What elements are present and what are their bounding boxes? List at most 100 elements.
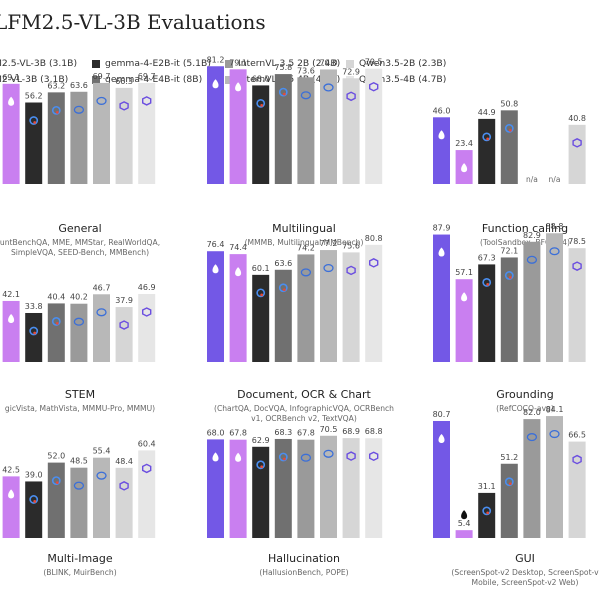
google-icon <box>482 132 492 142</box>
google-icon <box>482 506 492 516</box>
internvl-icon <box>549 247 560 256</box>
panel-subtitle: (MMMB, Multilingual MMBench) <box>245 238 364 247</box>
panel-subtitle: SimpleVQA, SEED-Bench, MMBench) <box>11 248 149 257</box>
legend-item: gemma-4-E2B-it (5.1B) <box>92 58 211 69</box>
bar <box>433 234 450 362</box>
qwen-icon <box>142 96 152 106</box>
legend-swatch <box>92 59 100 68</box>
google-icon <box>278 452 288 462</box>
bar <box>93 294 110 362</box>
value-label: 72.1 <box>500 246 518 255</box>
panel-title: Multilingual <box>272 222 336 235</box>
google-dot-icon <box>508 482 512 486</box>
panel-title: General <box>58 222 101 235</box>
panel-title: Function calling <box>482 222 568 235</box>
panel-subtitle: (ChartQA, DocVQA, InfographicVQA, OCRBen… <box>214 404 394 413</box>
value-label: 68.3 <box>274 428 292 437</box>
chart-panel: 69.1 56.2 63.2 63.6 69.7 66.3 69.7 General untBe… <box>0 72 160 257</box>
value-label: 40.2 <box>70 293 88 302</box>
google-icon <box>51 317 61 326</box>
google-dot-icon <box>33 500 37 503</box>
value-label: 42.1 <box>2 290 20 299</box>
internvl-icon <box>73 481 85 490</box>
bar <box>455 530 473 538</box>
bar <box>342 252 360 362</box>
value-label: 42.5 <box>2 465 20 474</box>
bar <box>568 124 586 184</box>
bar <box>70 467 88 538</box>
bar <box>25 102 43 184</box>
bar <box>365 68 383 184</box>
chart-panel: 87.9 57.1 67.3 72.1 82.9 88.8 78.5 Grounding (Re… <box>433 222 586 413</box>
bar <box>546 233 563 362</box>
bar <box>47 462 65 538</box>
qwen-icon <box>572 138 582 148</box>
bar <box>2 300 20 362</box>
bar <box>320 69 337 184</box>
value-label: 63.6 <box>70 81 88 90</box>
bar <box>115 307 133 362</box>
google-dot-icon <box>282 288 286 292</box>
value-label: 40.8 <box>568 114 586 123</box>
bar <box>433 117 450 184</box>
bar <box>25 312 43 362</box>
internvl-icon <box>96 96 107 105</box>
bar <box>2 83 20 184</box>
legend-label: gemma-4-E2B-it (5.1B) <box>105 58 211 69</box>
na-label: n/a <box>549 175 561 184</box>
internvl-icon <box>96 471 107 480</box>
legend-label: Qwen3.5-4B (4.7B) <box>359 74 447 85</box>
google-icon <box>51 105 61 115</box>
bar <box>252 85 270 184</box>
chart-panel: 76.4 74.4 60.1 63.6 74.2 77.2 75.6 80.8 Document… <box>207 234 395 423</box>
bar <box>229 439 247 538</box>
panel-title: STEM <box>65 388 95 401</box>
value-label: 67.3 <box>478 253 496 262</box>
legend-item: Qwen3.5-2B (2.3B) <box>346 58 446 69</box>
qwen-icon <box>572 261 582 271</box>
value-label: 69.1 <box>2 73 20 82</box>
google-dot-icon <box>486 137 490 141</box>
qwen-icon <box>142 463 152 474</box>
value-label: 84.1 <box>546 405 564 414</box>
bar <box>523 241 541 362</box>
value-label: 46.9 <box>138 283 156 292</box>
value-label: 5.4 <box>458 519 471 528</box>
qwen-icon <box>346 91 356 102</box>
google-icon <box>278 87 288 97</box>
bar <box>568 248 586 362</box>
qwen-icon <box>119 481 129 491</box>
google-dot-icon <box>282 457 286 461</box>
google-icon <box>256 99 266 108</box>
value-label: 75.6 <box>342 241 360 250</box>
value-label: 40.4 <box>47 292 65 301</box>
page-title: LFM2.5-VL-3B Evaluations <box>0 10 266 34</box>
value-label: 82.9 <box>523 231 541 240</box>
google-dot-icon <box>508 276 512 279</box>
bar <box>433 420 450 538</box>
value-label: 37.9 <box>115 296 133 305</box>
panel-subtitle: (BLINK, MuirBench) <box>43 568 116 577</box>
bar <box>568 441 586 538</box>
value-label: 77.2 <box>320 239 338 248</box>
google-icon <box>256 288 266 298</box>
internvl-icon <box>300 268 312 277</box>
google-icon <box>29 326 39 336</box>
chart-panel: 42.1 33.8 40.4 40.2 46.7 37.9 46.9 STEM gicVista… <box>2 283 155 413</box>
internvl-icon <box>300 453 312 462</box>
bar <box>365 438 383 538</box>
drop-icon <box>212 79 219 89</box>
panel-subtitle: (ScreenSpot-v2 Desktop, ScreenSpot-v <box>451 568 599 577</box>
value-label: 39.0 <box>25 470 43 479</box>
drop-icon <box>8 489 15 499</box>
panel-subtitle: v1, OCRBench v2, TextVQA) <box>251 414 357 423</box>
bar <box>320 435 337 538</box>
bar <box>523 419 541 538</box>
bar <box>478 264 496 362</box>
value-label: 75.8 <box>274 63 292 72</box>
qwen-icon <box>369 451 379 462</box>
google-icon <box>29 116 39 125</box>
chart-panel: 81.2 79.1 68.0 75.8 73.6 79.0 72.9 79.5 Multilin… <box>207 55 383 247</box>
bar <box>500 463 518 538</box>
bar <box>478 118 496 184</box>
